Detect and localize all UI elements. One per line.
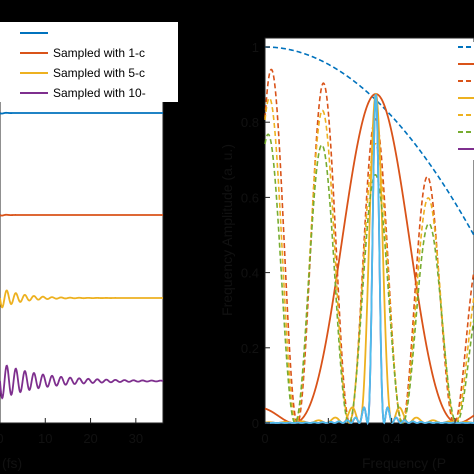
- right-series-line-5: [264, 133, 474, 424]
- right-y-tick-label: 0.4: [241, 266, 259, 281]
- left-series-group: [0, 111, 164, 400]
- right-y-tick-label: 0.2: [241, 341, 259, 356]
- right-y-tick-label: 0: [252, 416, 259, 431]
- right-y-tick-label: 0.8: [241, 115, 259, 130]
- left-series-line-3: [0, 364, 164, 400]
- left-x-tick-label: 20: [83, 431, 97, 446]
- left-legend-label: Sampled with 1-c: [53, 46, 145, 60]
- left-x-tick-label: 0: [0, 431, 4, 446]
- right-ticks: 0 0.2 0.4 0.6 0 0.2 0.4 0.6 0.8 1: [241, 40, 464, 446]
- left-legend-label: Sampled with 5-c: [53, 66, 145, 80]
- right-y-axis-label: Frequency Amplitude (a. u.): [219, 144, 235, 316]
- left-legend-label: Sampled with 10-: [53, 86, 146, 100]
- right-series-line-4: [264, 97, 474, 424]
- right-series-line-7: [264, 94, 474, 426]
- right-x-tick-label: 0.6: [446, 431, 464, 446]
- right-y-tick-label: 1: [252, 40, 259, 55]
- left-series-line-1: [0, 213, 163, 217]
- left-legend-box: [0, 22, 178, 102]
- left-series-line-0: [0, 111, 163, 115]
- right-x-axis-label: Frequency (P: [362, 455, 446, 471]
- right-x-tick-label: 0.4: [383, 431, 401, 446]
- left-legend: Sampled with 1-c Sampled with 5-c Sampled …: [0, 22, 178, 102]
- right-series-line-2: [264, 68, 474, 424]
- right-y-tick-label: 0.6: [241, 190, 259, 205]
- left-x-tick-label: 10: [38, 431, 52, 446]
- right-x-tick-label: 0: [261, 431, 268, 446]
- left-series-line-2: [0, 289, 163, 309]
- left-x-ticks: 0 10 20 30: [0, 418, 143, 446]
- right-series-group: [264, 46, 474, 426]
- right-x-tick-label: 0.2: [319, 431, 337, 446]
- right-series-line-0: [265, 46, 474, 236]
- left-x-tick-label: 30: [129, 431, 143, 446]
- right-legend: [450, 42, 474, 160]
- right-legend-box: [450, 42, 474, 160]
- left-x-axis-label: (fs): [2, 455, 22, 471]
